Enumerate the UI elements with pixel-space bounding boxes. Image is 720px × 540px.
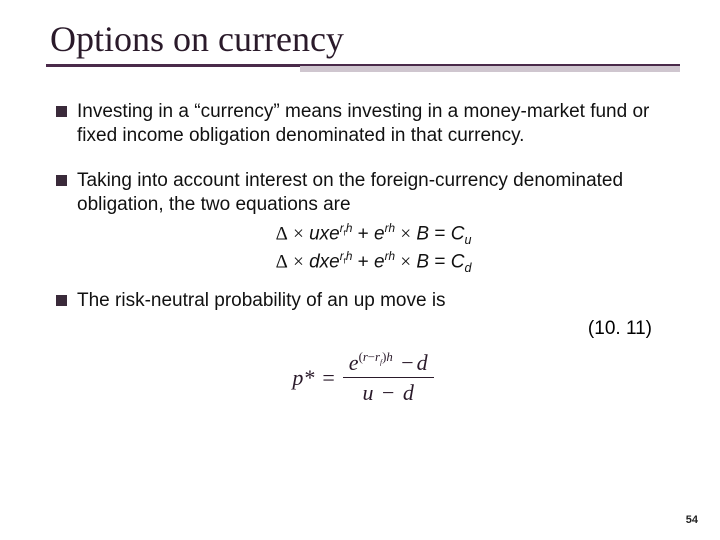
- bullet-text: The risk-neutral probability of an up mo…: [77, 289, 446, 313]
- bullet-square-icon: [56, 175, 67, 186]
- eq-equals: =: [434, 224, 445, 245]
- formula: p* = e(r−rf)h −d u − d: [292, 350, 433, 406]
- bullet-text-span: Taking into account interest on the fore…: [77, 170, 623, 215]
- equation-line-2: Δ × dxerfh + erh × B = Cd: [77, 249, 670, 277]
- title-rule: [46, 64, 680, 72]
- eq-e2: e: [374, 252, 385, 273]
- eq-coef: dx: [309, 252, 329, 273]
- slide: Options on currency Investing in a “curr…: [0, 0, 720, 540]
- eq-equals: =: [434, 252, 445, 273]
- eq-coef: ux: [309, 224, 329, 245]
- num-minus1: −: [368, 350, 375, 364]
- fraction-denominator: u − d: [357, 380, 420, 405]
- bullet-square-icon: [56, 106, 67, 117]
- eq-exp-h: h: [346, 250, 353, 263]
- eq-exp2: rh: [385, 250, 395, 263]
- eq-times: ×: [293, 224, 304, 245]
- bullet-text: Taking into account interest on the fore…: [77, 169, 670, 284]
- eq-e2: e: [374, 224, 385, 245]
- eq-exp2: rh: [385, 222, 395, 235]
- eq-B: B: [416, 252, 429, 273]
- eq-delta: Δ: [276, 252, 288, 273]
- fraction-bar: [343, 377, 434, 378]
- rule-shadow: [300, 66, 680, 72]
- equation-line-1: Δ × uxerfh + erh × B = Cu: [77, 221, 670, 249]
- num-e: e: [349, 350, 359, 375]
- eq-C: C: [451, 252, 465, 273]
- formula-fraction: e(r−rf)h −d u − d: [343, 350, 434, 406]
- den-minus: −: [379, 380, 397, 405]
- formula-eq: =: [322, 365, 334, 391]
- equation-reference: (10. 11): [56, 318, 670, 340]
- eq-B: B: [416, 224, 429, 245]
- eq-times2: ×: [400, 252, 411, 273]
- num-minus2: −: [398, 350, 416, 375]
- slide-content: Investing in a “currency” means investin…: [50, 100, 680, 406]
- eq-plus: +: [358, 224, 369, 245]
- bullet-item: Taking into account interest on the fore…: [56, 169, 670, 284]
- eq-exp-h: h: [346, 222, 353, 235]
- eq-times2: ×: [400, 224, 411, 245]
- eq-e1: e: [329, 252, 340, 273]
- eq-Csub: u: [464, 233, 471, 247]
- fraction-numerator: e(r−rf)h −d: [343, 350, 434, 375]
- slide-title: Options on currency: [50, 18, 680, 60]
- eq-e1: e: [329, 224, 340, 245]
- eq-delta: Δ: [276, 224, 288, 245]
- den-u: u: [363, 380, 374, 405]
- bullet-square-icon: [56, 295, 67, 306]
- eq-C: C: [451, 224, 465, 245]
- formula-lhs: p*: [292, 365, 314, 391]
- eq-Csub: d: [464, 261, 471, 275]
- bullet-item: The risk-neutral probability of an up mo…: [56, 289, 670, 313]
- num-h: h: [386, 350, 392, 364]
- num-d: d: [417, 350, 428, 375]
- equation-block: Δ × uxerfh + erh × B = Cu Δ × dxerfh: [77, 221, 670, 277]
- page-number: 54: [686, 514, 698, 526]
- eq-times: ×: [293, 252, 304, 273]
- formula-block: p* = e(r−rf)h −d u − d: [56, 350, 670, 406]
- den-d: d: [403, 380, 414, 405]
- eq-plus: +: [358, 252, 369, 273]
- bullet-item: Investing in a “currency” means investin…: [56, 100, 670, 149]
- bullet-text: Investing in a “currency” means investin…: [77, 100, 670, 149]
